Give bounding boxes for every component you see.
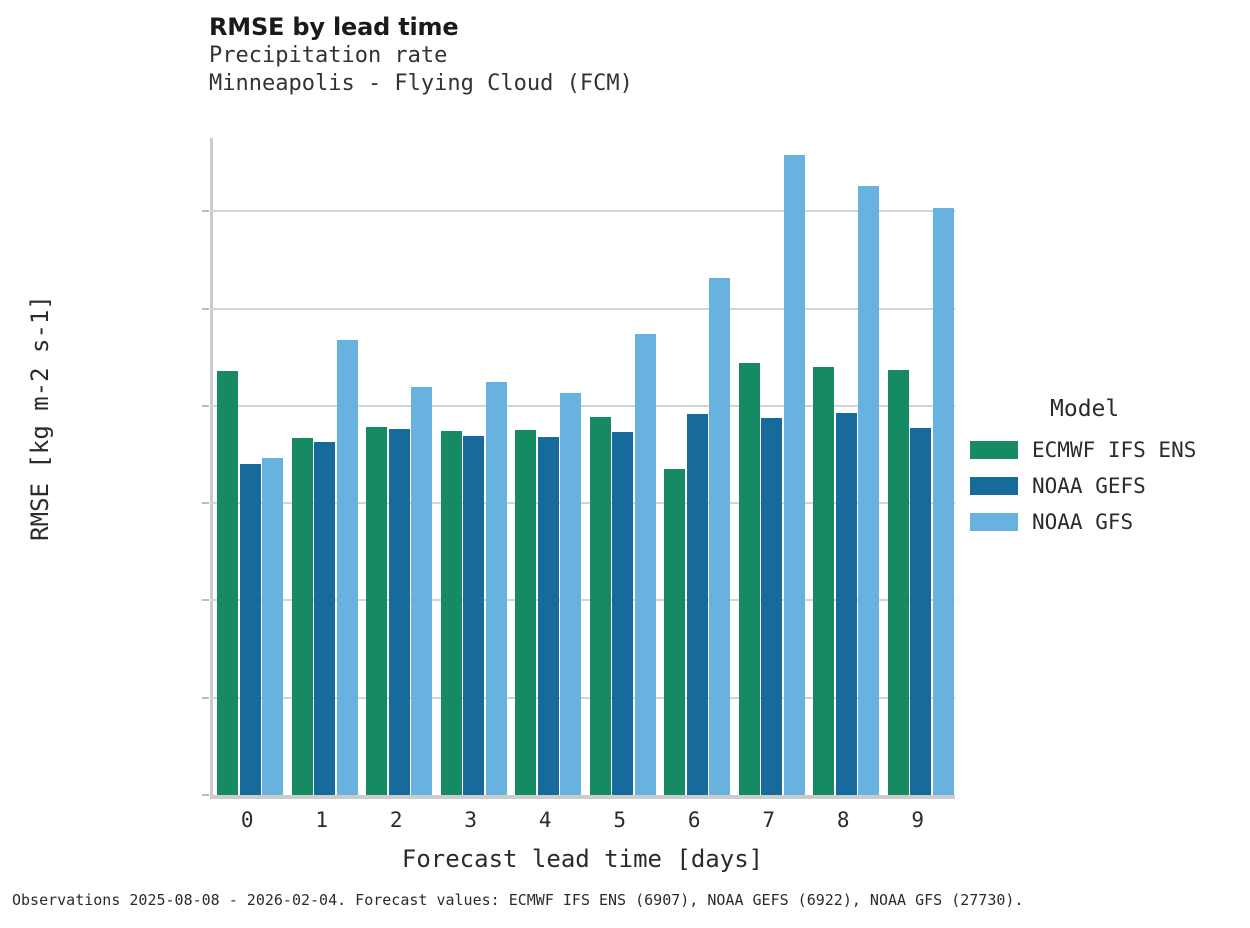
- bar[interactable]: [291, 437, 313, 795]
- legend-item-noaa-gefs[interactable]: NOAA GEFS: [970, 468, 1245, 504]
- x-tick-label: 0: [240, 808, 254, 832]
- bar[interactable]: [835, 412, 857, 795]
- title-block: RMSE by lead time Precipitation rate Min…: [209, 12, 949, 98]
- bar[interactable]: [783, 154, 805, 795]
- legend: Model ECMWF IFS ENS NOAA GEFS NOAA GFS: [970, 396, 1245, 540]
- legend-item-label: NOAA GEFS: [1032, 474, 1146, 498]
- chart-subtitle-variable: Precipitation rate: [209, 43, 448, 68]
- bar[interactable]: [485, 382, 507, 795]
- x-tick-label: 8: [836, 808, 850, 832]
- x-tick-label: 6: [687, 808, 701, 832]
- bar[interactable]: [537, 437, 559, 795]
- bar[interactable]: [612, 432, 634, 795]
- chart-subtitle-station: Minneapolis - Flying Cloud (FCM): [209, 71, 633, 96]
- x-tick-label: 4: [538, 808, 552, 832]
- legend-item-label: ECMWF IFS ENS: [1032, 438, 1197, 462]
- x-tick-label: 9: [911, 808, 925, 832]
- bar[interactable]: [239, 464, 261, 795]
- bar[interactable]: [910, 427, 932, 795]
- bar[interactable]: [932, 207, 954, 795]
- bar[interactable]: [388, 428, 410, 795]
- gridline: [210, 307, 955, 310]
- y-axis-title: RMSE [kg m-2 s-1]: [26, 295, 54, 541]
- x-tick-label: 5: [613, 808, 627, 832]
- y-tick-mark: [202, 210, 209, 213]
- gridline: [210, 210, 955, 213]
- y-tick-mark: [202, 599, 209, 602]
- plot-area: 0.000000.000020.000040.000060.000080.000…: [202, 138, 955, 796]
- gridline: [210, 696, 955, 699]
- bar[interactable]: [366, 426, 388, 795]
- bar[interactable]: [336, 339, 358, 795]
- x-axis-spine: [210, 795, 955, 799]
- legend-swatch-icon: [970, 477, 1018, 495]
- x-tick-label: 7: [762, 808, 776, 832]
- bar[interactable]: [515, 430, 537, 795]
- bar[interactable]: [858, 185, 880, 795]
- bar[interactable]: [217, 370, 239, 795]
- bar[interactable]: [634, 333, 656, 795]
- bar[interactable]: [440, 430, 462, 795]
- bar[interactable]: [589, 416, 611, 795]
- y-tick-mark: [202, 307, 209, 310]
- bar[interactable]: [738, 363, 760, 795]
- legend-title: Model: [1050, 396, 1120, 422]
- legend-item-ecmwf-ifs-ens[interactable]: ECMWF IFS ENS: [970, 432, 1245, 468]
- gridline: [210, 599, 955, 602]
- footer-note: Observations 2025-08-08 - 2026-02-04. Fo…: [12, 891, 1024, 909]
- legend-swatch-icon: [970, 441, 1018, 459]
- legend-item-label: NOAA GFS: [1032, 510, 1134, 534]
- gridline: [210, 502, 955, 505]
- bar[interactable]: [813, 367, 835, 795]
- bar[interactable]: [560, 393, 582, 795]
- x-tick-label: 3: [464, 808, 478, 832]
- legend-swatch-icon: [970, 513, 1018, 531]
- bar[interactable]: [686, 413, 708, 795]
- bar[interactable]: [709, 277, 731, 795]
- bar[interactable]: [262, 458, 284, 795]
- bar[interactable]: [463, 436, 485, 795]
- bar[interactable]: [761, 417, 783, 795]
- y-tick-mark: [202, 696, 209, 699]
- page-title: RMSE by lead time: [209, 13, 459, 41]
- gridline: [210, 404, 955, 407]
- bar[interactable]: [314, 442, 336, 795]
- x-tick-label: 1: [315, 808, 329, 832]
- legend-item-noaa-gfs[interactable]: NOAA GFS: [970, 504, 1245, 540]
- y-axis-spine: [210, 138, 213, 796]
- bar[interactable]: [887, 370, 909, 795]
- x-axis-title: Forecast lead time [days]: [401, 845, 764, 873]
- y-tick-mark: [202, 404, 209, 407]
- bar[interactable]: [664, 468, 686, 795]
- y-tick-mark: [202, 502, 209, 505]
- y-tick-mark: [202, 794, 209, 796]
- bar[interactable]: [411, 386, 433, 795]
- x-tick-label: 2: [389, 808, 403, 832]
